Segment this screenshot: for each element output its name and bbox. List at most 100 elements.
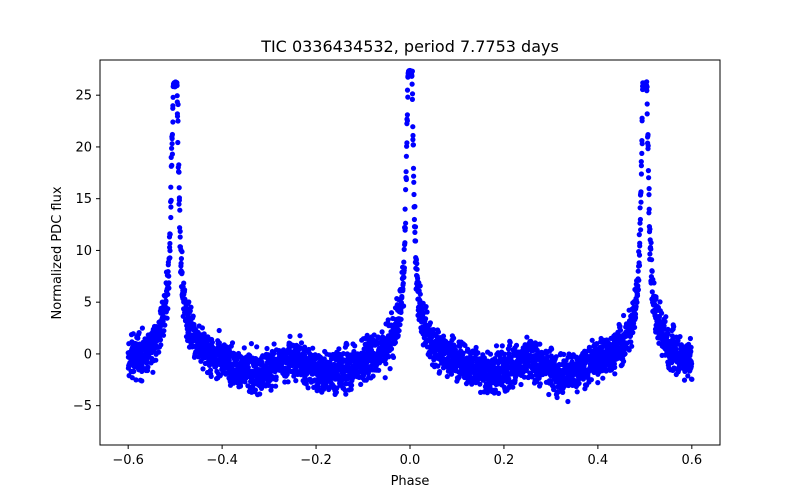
data-point [574,389,580,395]
data-point [305,385,311,391]
data-point [622,351,628,357]
data-point [170,119,176,125]
data-point [168,204,174,210]
data-point [639,115,645,121]
data-point [167,231,173,237]
data-point [528,338,534,344]
data-point [648,240,654,246]
data-point [665,326,671,332]
data-point [252,387,258,393]
data-point [177,207,183,213]
data-point [379,329,385,335]
data-point [549,346,555,352]
data-point [176,195,182,201]
data-point [437,369,443,375]
data-point [638,199,644,205]
data-point [175,139,181,146]
data-point [411,216,417,223]
data-point [637,216,644,223]
data-point [405,94,411,100]
data-point [392,339,398,346]
data-point [411,191,417,198]
data-point [170,94,176,100]
data-point [638,171,645,177]
data-point [385,317,391,323]
data-point [287,333,293,339]
data-point [630,329,636,336]
data-point [400,280,406,286]
y-tick-label: 10 [75,244,92,259]
data-point [403,169,409,175]
data-point [268,387,274,393]
data-point [162,322,168,328]
y-tick-label: 15 [75,192,92,207]
data-point [241,345,247,351]
data-point [632,311,639,317]
data-point [636,252,643,258]
data-point [199,325,205,331]
x-axis-label: Phase [391,474,430,489]
data-point [248,341,254,347]
data-point [412,224,419,230]
data-point [342,387,348,393]
data-point [638,159,644,165]
data-point [657,299,663,305]
data-point [665,331,671,337]
data-point [200,366,206,372]
data-point [677,334,683,340]
data-point [271,341,277,347]
data-point [344,342,350,348]
data-point [644,111,650,117]
data-point [382,375,388,381]
data-point [688,348,694,355]
data-point [414,266,420,272]
data-point [417,291,423,297]
data-point [499,343,505,349]
data-point [529,374,535,380]
data-point [644,79,650,85]
data-point [216,327,222,334]
data-point [565,398,571,405]
data-point [130,331,136,337]
data-point [168,214,174,221]
data-point [412,203,418,210]
data-point [169,162,175,168]
data-point [409,91,416,97]
data-point [427,354,433,360]
data-point [135,335,141,341]
data-point [291,373,297,379]
chart-title: TIC 0336434532, period 7.7753 days [260,37,559,56]
data-point [166,285,172,291]
data-point [401,265,407,271]
data-point [403,176,409,183]
data-point [410,165,417,171]
data-point [161,328,167,334]
data-point [435,329,441,335]
data-point [174,82,180,89]
data-point [165,291,171,297]
data-point [639,150,645,156]
data-point [370,373,376,379]
data-point [157,337,164,343]
data-point [178,260,184,266]
data-point [413,256,419,262]
data-point [181,280,187,286]
data-point [206,362,213,368]
data-point [462,342,468,348]
data-point [661,326,667,332]
data-point [493,343,500,349]
data-point [410,132,416,139]
data-point [409,96,415,102]
data-point [343,391,349,397]
data-point [645,143,651,149]
data-point [648,246,654,252]
data-point [399,295,405,301]
data-point [588,377,595,383]
data-point [168,184,174,190]
data-point [646,206,652,212]
data-point [589,337,595,343]
data-point [166,280,172,286]
data-point [401,259,407,265]
data-point [410,142,416,148]
data-point [409,68,415,74]
